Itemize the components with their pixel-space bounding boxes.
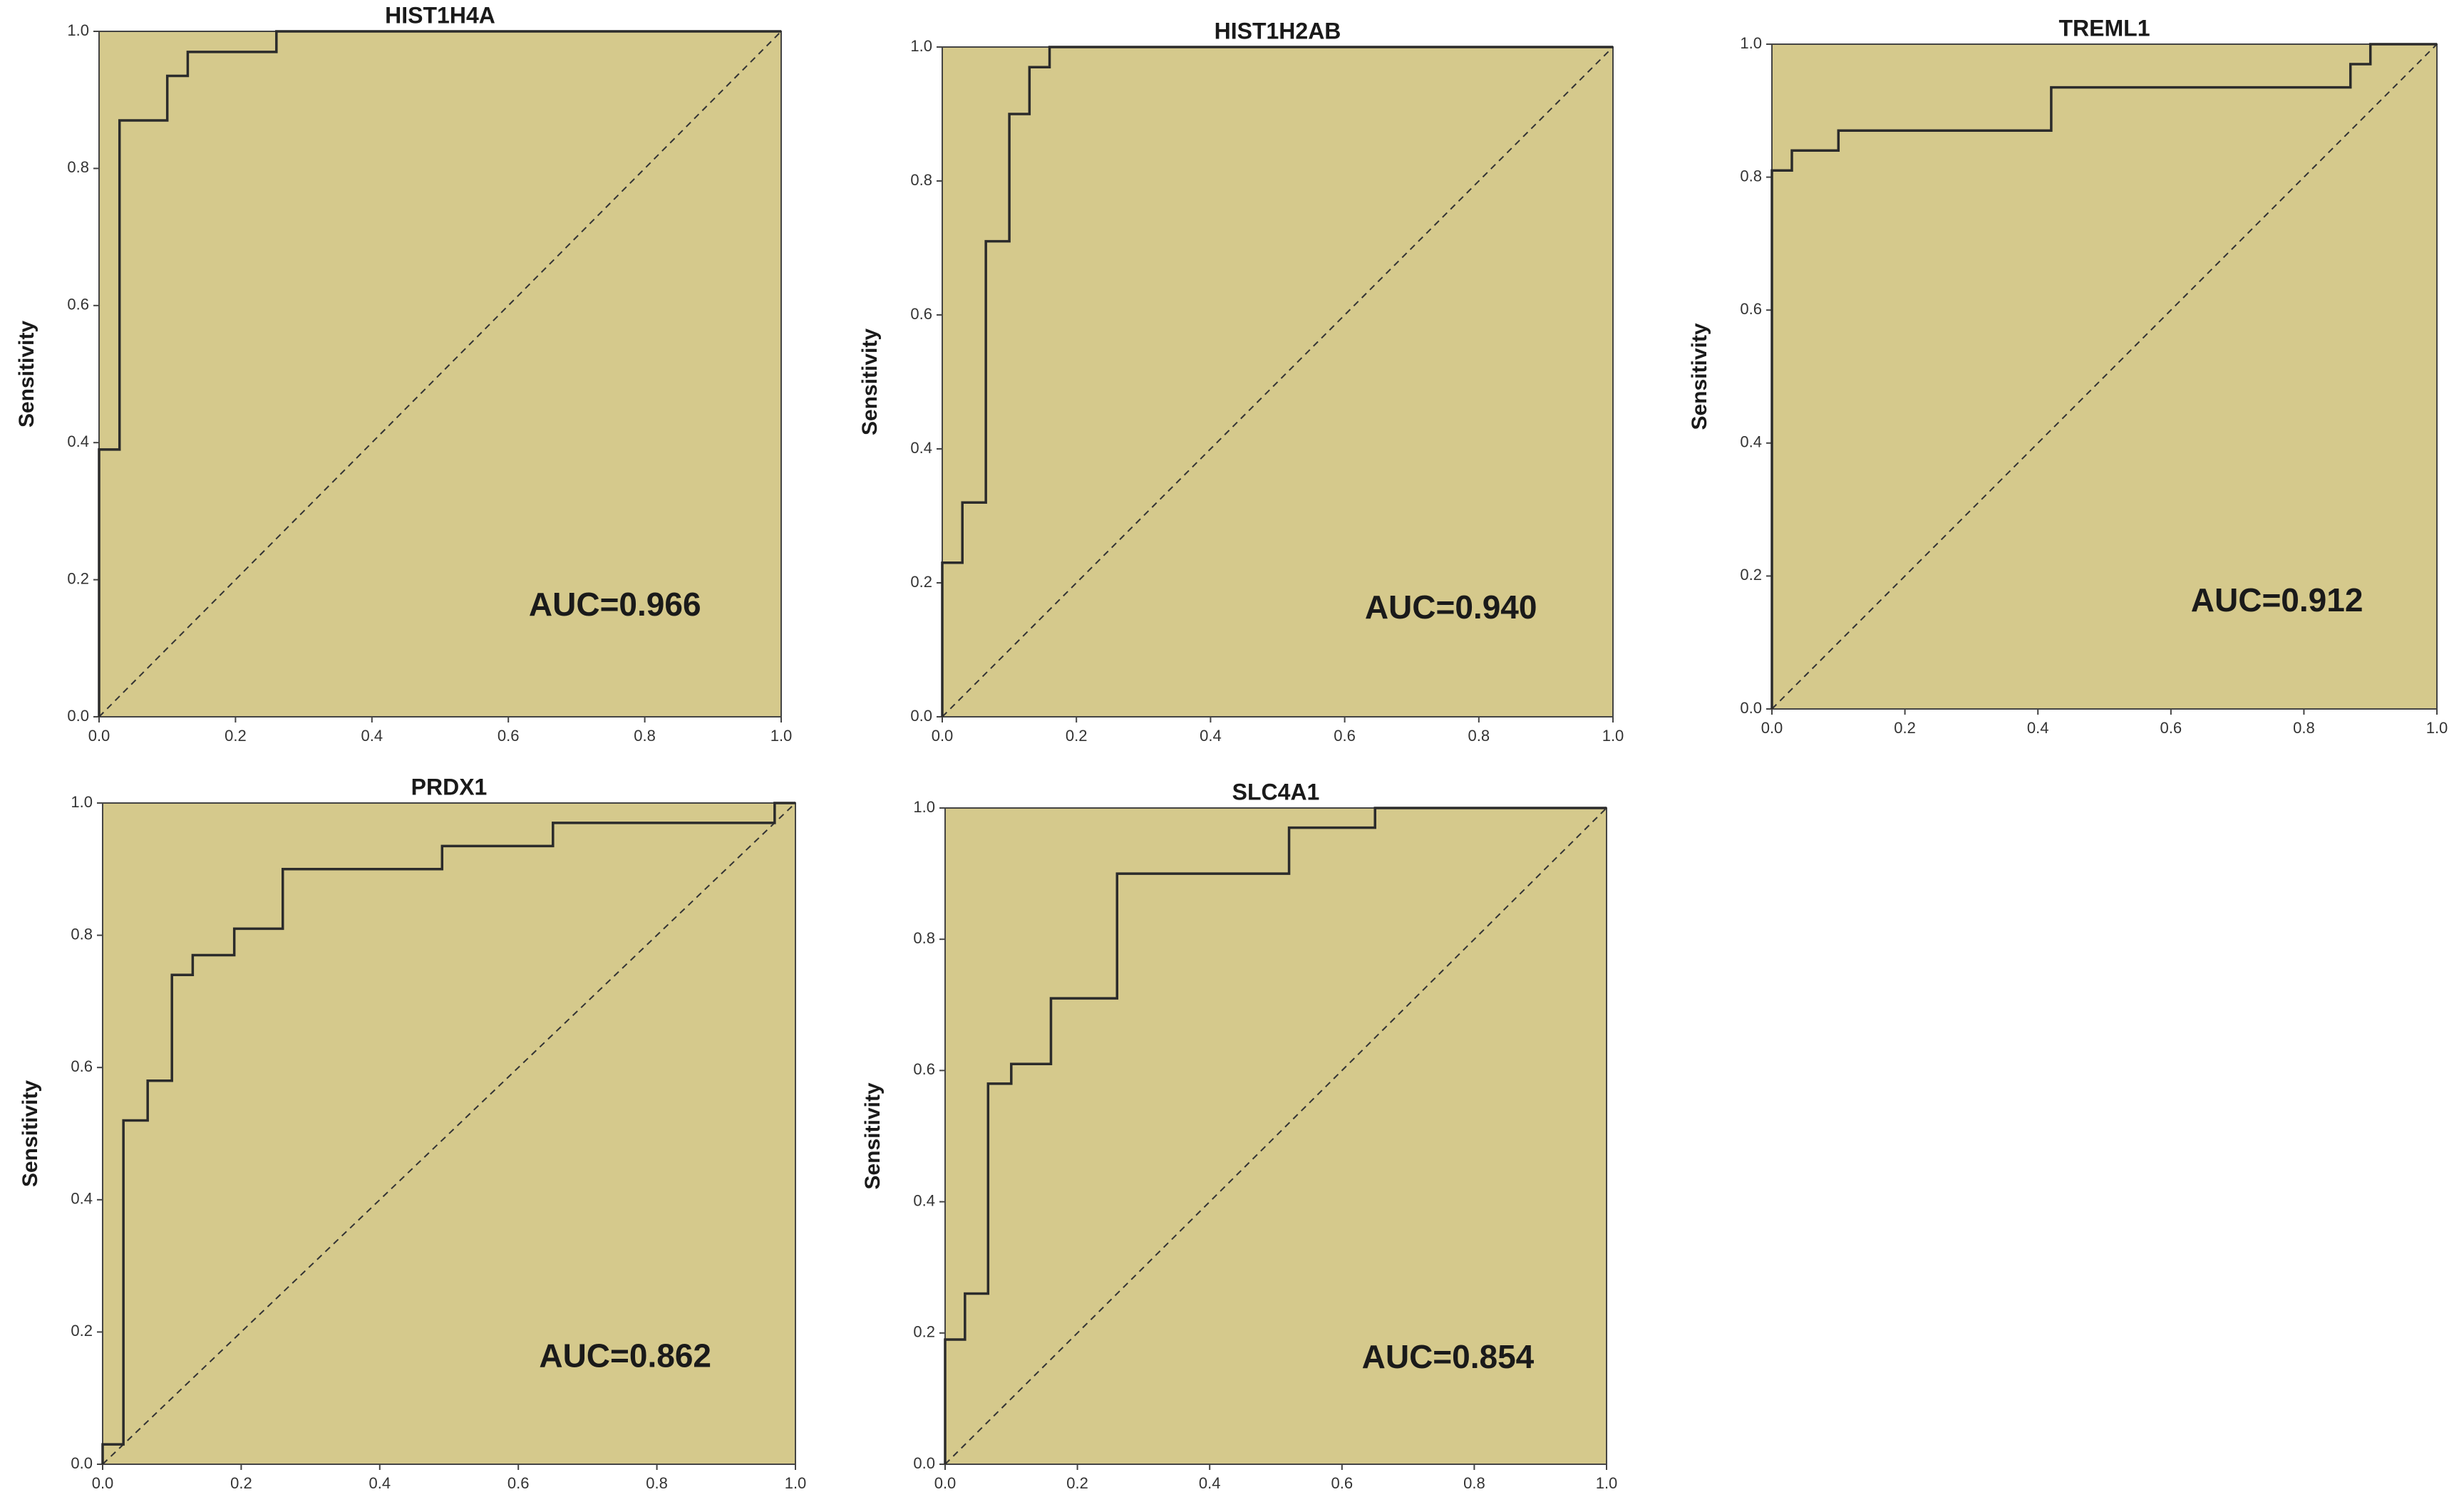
x-tick-label: 0.6 (1334, 727, 1356, 745)
y-tick-label: 0.2 (1740, 566, 1762, 584)
roc-curve (98, 30, 781, 717)
x-tick-label: 1.0 (770, 727, 793, 745)
y-tick-label: 0.6 (913, 1060, 935, 1078)
x-tick-label: 0.0 (1761, 719, 1783, 737)
reference-diagonal (1771, 43, 2438, 710)
x-tick-label: 0.4 (361, 727, 383, 745)
x-tick-label: 1.0 (1596, 1474, 1618, 1492)
y-axis-label: Sensitivity (19, 1080, 42, 1187)
y-tick-label: 0.8 (913, 929, 935, 947)
chart-panel: PRDX1 Sensitivity 0.0 0.2 0.4 0.6 0.8 1.0 0.0 0.2… (19, 774, 806, 1491)
y-tick-label: 0.8 (910, 171, 932, 189)
x-tick-label: 0.8 (646, 1474, 668, 1492)
y-tick-label: 0.0 (913, 1454, 935, 1472)
y-tick-label: 0.4 (913, 1191, 935, 1209)
auc-annotation: AUC=0.912 (2191, 581, 2364, 618)
y-tick-label: 0.6 (67, 296, 89, 314)
x-tick-label: 0.0 (934, 1474, 957, 1492)
y-tick-label: 0.4 (910, 439, 932, 457)
y-tick-label: 1.0 (913, 798, 935, 816)
roc-curve (1770, 43, 2437, 709)
x-tick-label: 0.4 (369, 1474, 391, 1492)
x-tick-label: 0.6 (507, 1474, 530, 1492)
y-axis-label: Sensitivity (1688, 323, 1711, 430)
x-tick-label: 0.2 (1894, 719, 1916, 737)
y-tick-label: 0.6 (1740, 300, 1762, 318)
x-tick-label: 0.4 (2027, 719, 2049, 737)
y-tick-label: 0.2 (67, 569, 89, 587)
y-tick-label: 0.4 (67, 433, 89, 450)
chart-panel: HIST1H2AB Sensitivity 0.0 0.2 0.4 0.6 0.8 1.0 0.… (858, 18, 1624, 744)
x-tick-label: 0.8 (2293, 719, 2315, 737)
auc-annotation: AUC=0.940 (1365, 589, 1537, 626)
y-axis-label: Sensitivity (15, 321, 38, 428)
roc-curve (941, 46, 1613, 717)
auc-annotation: AUC=0.854 (1362, 1338, 1535, 1375)
y-tick-label: 0.2 (71, 1322, 93, 1340)
y-tick-label: 0.0 (71, 1454, 93, 1472)
chart-panel: TREML1 Sensitivity 0.0 0.2 0.4 0.6 0.8 1.0 0.0 0.… (1688, 15, 2448, 736)
x-tick-label: 0.8 (1468, 727, 1490, 745)
y-tick-label: 0.2 (913, 1323, 935, 1341)
y-tick-label: 0.6 (910, 305, 932, 323)
chart-title: PRDX1 (411, 774, 488, 799)
auc-annotation: AUC=0.966 (529, 586, 701, 623)
x-tick-label: 0.8 (1463, 1474, 1485, 1492)
y-tick-label: 1.0 (71, 793, 93, 811)
x-tick-label: 0.4 (1200, 727, 1222, 745)
x-tick-label: 0.8 (634, 727, 656, 745)
y-tick-label: 0.0 (1740, 699, 1762, 717)
roc-curve (944, 807, 1607, 1464)
x-tick-label: 0.6 (1331, 1474, 1354, 1492)
reference-diagonal (942, 46, 1614, 718)
x-tick-label: 0.4 (1199, 1474, 1221, 1492)
x-tick-label: 0.2 (230, 1474, 252, 1492)
x-tick-label: 1.0 (785, 1474, 807, 1492)
chart-panel: SLC4A1 Sensitivity 0.0 0.2 0.4 0.6 0.8 1.0 0.0 0.… (861, 779, 1617, 1491)
x-tick-label: 0.0 (932, 727, 954, 745)
reference-diagonal (98, 31, 782, 718)
y-tick-label: 0.4 (71, 1190, 93, 1208)
y-tick-label: 0.0 (67, 707, 89, 725)
y-tick-label: 1.0 (910, 37, 932, 55)
chart-title: HIST1H2AB (1215, 18, 1341, 43)
plot-area (102, 802, 796, 1465)
y-tick-label: 0.8 (1740, 167, 1762, 185)
y-tick-label: 0.8 (71, 925, 93, 943)
x-tick-label: 1.0 (1602, 727, 1624, 745)
y-tick-label: 1.0 (67, 21, 89, 39)
y-tick-label: 0.4 (1740, 433, 1762, 451)
y-tick-label: 0.2 (910, 573, 932, 591)
chart-panel: HIST1H4A Sensitivity 0.0 0.2 0.4 0.6 0.8 1.0 0.0… (15, 2, 792, 744)
x-tick-label: 0.2 (225, 727, 247, 745)
y-axis-label: Sensitivity (858, 328, 882, 435)
y-tick-label: 0.0 (910, 707, 932, 725)
reference-diagonal (944, 807, 1607, 1465)
x-tick-label: 0.0 (88, 727, 110, 745)
y-tick-label: 1.0 (1740, 34, 1762, 52)
x-tick-label: 0.6 (498, 727, 520, 745)
roc-curve (101, 802, 795, 1464)
y-tick-label: 0.6 (71, 1057, 93, 1075)
chart-title: SLC4A1 (1232, 779, 1320, 804)
chart-title: HIST1H4A (385, 2, 495, 28)
x-tick-label: 1.0 (2426, 719, 2448, 737)
chart-title: TREML1 (2059, 15, 2150, 41)
x-tick-label: 0.2 (1066, 1474, 1088, 1492)
x-tick-label: 0.6 (2160, 719, 2182, 737)
auc-annotation: AUC=0.862 (539, 1337, 711, 1374)
y-axis-label: Sensitivity (861, 1082, 885, 1189)
x-tick-label: 0.2 (1066, 727, 1088, 745)
y-tick-label: 0.8 (67, 158, 89, 176)
x-tick-label: 0.0 (92, 1474, 114, 1492)
